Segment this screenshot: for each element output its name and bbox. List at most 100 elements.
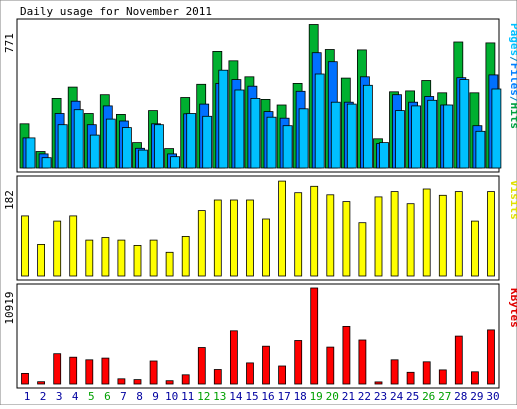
bar-pages-day-26 [427, 99, 438, 169]
bar-pages-day-21 [346, 103, 357, 169]
bar-kbytes-day-10 [165, 380, 174, 385]
x-tick-label: 23 [374, 390, 387, 403]
bar-pages-day-20 [330, 101, 341, 169]
bar-pages-day-7 [122, 127, 132, 169]
bar-visits-day-11 [181, 235, 190, 277]
x-tick-label: 28 [454, 390, 467, 403]
bar-kbytes-day-12 [197, 347, 206, 385]
bar-visits-day-23 [374, 196, 383, 277]
bar-kbytes-day-11 [181, 374, 190, 385]
legend-entry: Files [508, 63, 517, 96]
bar-visits-day-2 [37, 243, 45, 277]
bar-kbytes-day-13 [213, 369, 222, 385]
bar-visits-day-25 [406, 203, 415, 277]
x-tick-label: 25 [406, 390, 419, 403]
bar-visits-day-8 [133, 244, 142, 277]
panel-visits: 182 Visits [3, 175, 517, 281]
y-max-label: 10919 [3, 291, 16, 324]
bar-visits-day-1 [21, 215, 29, 277]
bar-kbytes-day-21 [342, 325, 351, 385]
x-tick-label: 7 [120, 390, 127, 403]
x-tick-label: 14 [229, 390, 243, 403]
chart-title: Daily usage for November 2011 [20, 5, 212, 18]
bar-visits-day-13 [213, 199, 222, 277]
bar-kbytes-day-17 [278, 365, 287, 385]
bar-visits-day-3 [53, 220, 62, 277]
bar-visits-day-7 [117, 239, 126, 277]
x-tick-label: 16 [261, 390, 274, 403]
bar-pages-day-5 [89, 134, 100, 169]
bar-kbytes-day-28 [454, 335, 463, 385]
bar-kbytes-day-19 [310, 287, 319, 385]
x-tick-label: 6 [104, 390, 111, 403]
x-tick-label: 10 [165, 390, 178, 403]
x-tick-label: 17 [277, 390, 290, 403]
bar-kbytes-day-29 [470, 371, 479, 385]
bar-pages-day-16 [266, 116, 277, 169]
x-tick-label: 5 [88, 390, 95, 403]
bar-pages-day-23 [379, 142, 389, 169]
bar-visits-day-14 [229, 199, 238, 277]
bar-kbytes-day-23 [374, 381, 383, 385]
y-max-label: 182 [3, 190, 16, 210]
bar-pages-day-10 [170, 156, 181, 169]
bar-visits-day-18 [294, 192, 303, 277]
bar-kbytes-day-16 [262, 345, 270, 385]
x-tick-label: 19 [310, 390, 323, 403]
bar-pages-day-11 [186, 113, 197, 169]
bar-pages-day-1 [25, 137, 36, 169]
legend-entry: Pages [508, 23, 517, 56]
legend-entry: Hits [508, 103, 517, 130]
x-tick-label: 26 [422, 390, 435, 403]
x-tick-label: 4 [72, 390, 79, 403]
x-tick-label: 21 [342, 390, 355, 403]
bar-visits-day-17 [278, 180, 287, 277]
bar-kbytes-day-25 [406, 371, 415, 385]
bar-pages-day-29 [475, 130, 486, 169]
bar-kbytes-day-30 [487, 329, 495, 385]
legend-kbytes: KBytes [508, 288, 517, 328]
x-tick-label: 29 [470, 390, 483, 403]
bar-visits-day-24 [390, 191, 399, 277]
x-tick-label: 13 [213, 390, 226, 403]
bar-pages-day-22 [362, 84, 373, 169]
bar-kbytes-day-14 [229, 330, 238, 385]
bar-kbytes-day-18 [294, 340, 303, 385]
bar-kbytes-day-1 [21, 372, 29, 385]
x-tick-label: 9 [152, 390, 159, 403]
bar-visits-day-29 [470, 220, 479, 277]
bar-kbytes-day-5 [85, 359, 94, 385]
x-tick-label: 22 [358, 390, 371, 403]
bar-visits-day-21 [342, 201, 351, 277]
bar-visits-day-15 [246, 199, 254, 277]
bar-visits-day-4 [69, 215, 78, 277]
y-max-label: 771 [3, 33, 16, 53]
x-tick-label: 30 [486, 390, 499, 403]
bar-pages-day-19 [314, 73, 325, 169]
bar-visits-day-12 [197, 210, 206, 277]
bar-pages-day-2 [41, 157, 52, 169]
x-tick-label: 3 [56, 390, 63, 403]
bar-pages-day-3 [57, 124, 68, 169]
bar-visits-day-28 [454, 191, 463, 277]
bar-kbytes-day-27 [438, 369, 447, 385]
bar-pages-day-9 [154, 124, 164, 169]
bar-pages-day-25 [411, 105, 422, 169]
x-tick-label: 2 [40, 390, 47, 403]
x-tick-label: 12 [197, 390, 210, 403]
bar-visits-day-22 [358, 222, 367, 277]
bar-pages-day-28 [459, 79, 470, 169]
bar-pages-day-8 [138, 149, 148, 169]
bar-pages-day-27 [443, 104, 454, 169]
legend-visits: Visits [508, 180, 517, 220]
legend-entry: / [508, 96, 517, 103]
panel-kbytes: 10919 KBytes [3, 283, 517, 389]
x-tick-label: 18 [294, 390, 307, 403]
panel-frame [16, 175, 500, 281]
bar-visits-day-5 [85, 239, 94, 277]
x-tick-label: 24 [390, 390, 404, 403]
bar-kbytes-day-24 [390, 359, 399, 385]
